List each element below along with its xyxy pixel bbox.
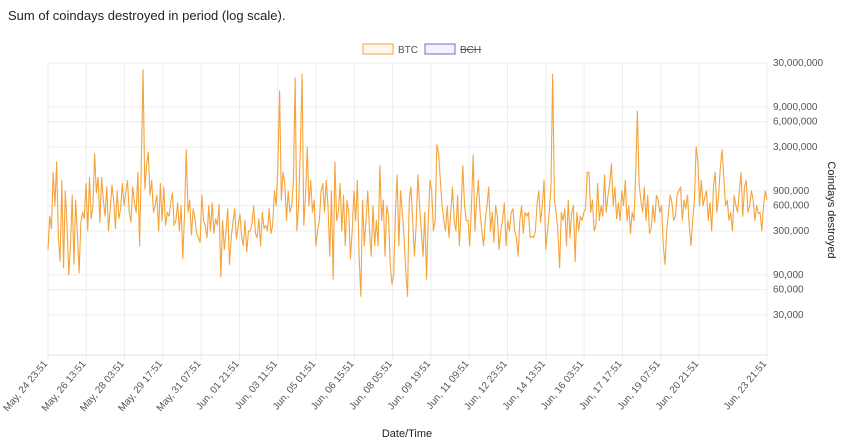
y-tick-label: 90,000 — [773, 270, 804, 281]
legend-label: BTC — [398, 45, 418, 56]
legend-item-bch[interactable]: BCH — [424, 43, 482, 56]
y-tick-label: 30,000 — [773, 310, 804, 321]
grid-lines — [47, 62, 768, 360]
y-tick-label: 60,000 — [773, 285, 804, 296]
series-line-btc — [47, 69, 768, 297]
y-tick-label: 3,000,000 — [773, 142, 818, 153]
y-axis-ticks: 30,000,000 9,000,000 6,000,000 3,000,000 900… — [773, 58, 823, 321]
legend-item-btc[interactable]: BTC — [362, 43, 418, 56]
legend-label: BCH — [460, 45, 481, 56]
x-axis-label: Date/Time — [382, 428, 432, 440]
legend-swatch — [424, 43, 456, 55]
x-tick-label: Jun, 23 21:51 — [722, 359, 770, 413]
plot-area — [47, 69, 768, 297]
y-tick-label: 300,000 — [773, 226, 810, 237]
legend-swatch — [362, 43, 394, 55]
y-tick-label: 6,000,000 — [773, 117, 818, 128]
y-tick-label: 30,000,000 — [773, 58, 823, 69]
y-tick-label: 9,000,000 — [773, 102, 818, 113]
legend: BTC BCH — [362, 43, 482, 56]
chart-title: Sum of coindays destroyed in period (log… — [8, 8, 286, 23]
y-axis-label: Coindays destroyed — [825, 161, 837, 258]
y-tick-label: 900,000 — [773, 186, 810, 197]
y-tick-label: 600,000 — [773, 201, 810, 212]
